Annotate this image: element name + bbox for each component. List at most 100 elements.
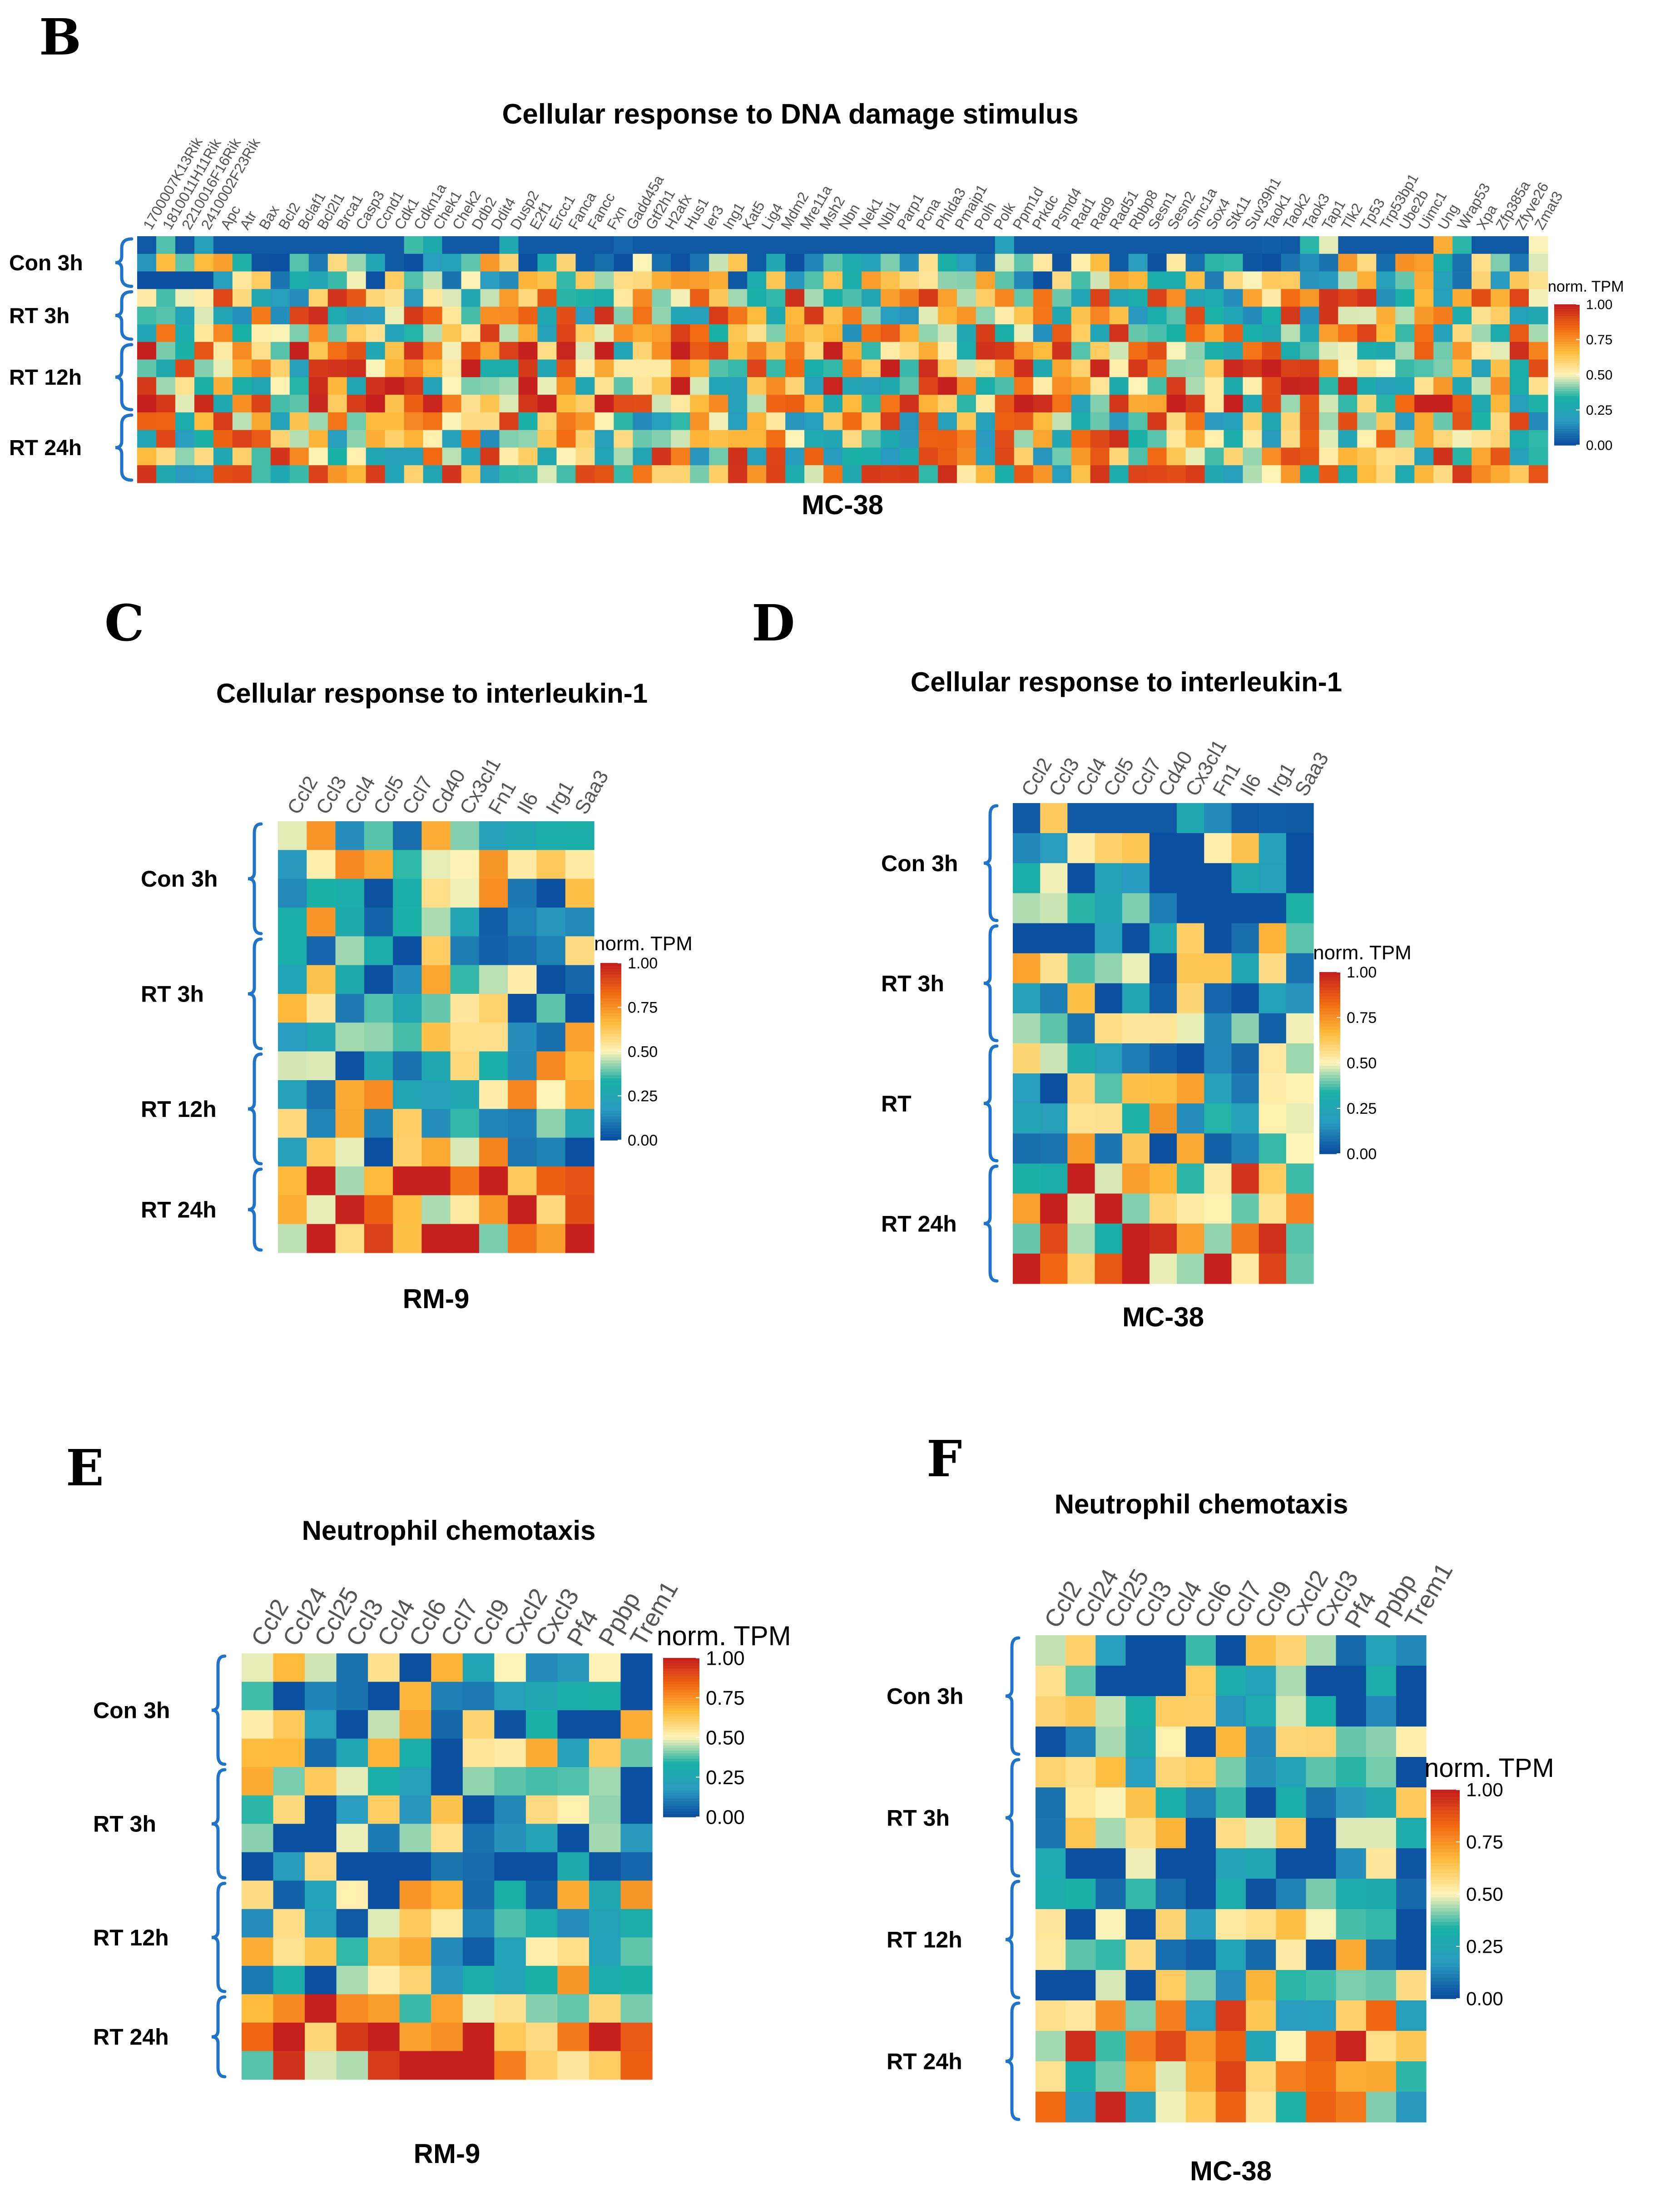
heatmap-cell	[633, 236, 652, 254]
heatmap-cell	[861, 236, 881, 254]
legend-swatch	[663, 1668, 699, 1672]
heatmap-cell	[633, 447, 652, 466]
heatmap-cell	[194, 253, 214, 272]
heatmap-cell	[421, 1022, 451, 1052]
legend-swatch	[1554, 431, 1580, 434]
heatmap-cell	[1231, 1133, 1259, 1164]
legend-swatch	[1431, 1960, 1460, 1965]
legend-swatch	[1319, 1051, 1340, 1054]
heatmap-cell	[1276, 1727, 1306, 1757]
gene-label: Ccl5	[1099, 754, 1138, 800]
heatmap-cell	[1065, 1970, 1096, 2001]
heatmap-cell	[1155, 2061, 1186, 2092]
heatmap-cell	[442, 236, 462, 254]
heatmap-cell	[880, 395, 900, 413]
heatmap-cell	[1395, 395, 1415, 413]
heatmap-cell	[336, 1880, 368, 1910]
heatmap-cell	[305, 2051, 337, 2080]
heatmap-cell	[747, 412, 767, 431]
legend-swatch	[1554, 318, 1580, 321]
heatmap-cell	[1433, 377, 1453, 395]
legend-swatch	[1431, 1953, 1460, 1957]
heatmap-cell	[307, 1195, 336, 1225]
heatmap-cell	[1510, 289, 1529, 307]
heatmap-cell	[137, 377, 157, 395]
heatmap-cell	[368, 1653, 400, 1682]
heatmap-cell	[1204, 1193, 1232, 1224]
heatmap-cell	[450, 994, 480, 1023]
legend-swatch	[600, 1025, 621, 1028]
heatmap-cell	[1095, 1879, 1126, 1910]
heatmap-cell	[1065, 1848, 1096, 1879]
heatmap-cell	[462, 1682, 495, 1711]
heatmap-cell	[1433, 307, 1453, 325]
heatmap-cell	[1452, 395, 1472, 413]
heatmap-cell	[1491, 342, 1510, 360]
group-bracket	[248, 822, 263, 935]
heatmap-cell	[327, 395, 347, 413]
heatmap-cell	[399, 1880, 431, 1910]
heatmap-cell	[461, 324, 481, 342]
heatmap-cell	[1036, 1818, 1066, 1849]
heatmap-cell	[421, 1166, 451, 1196]
heatmap-cell	[1336, 1727, 1367, 1757]
legend-swatch	[600, 992, 621, 996]
heatmap-cell	[1204, 395, 1224, 413]
heatmap-cell	[1036, 2031, 1066, 2062]
legend-swatch	[1431, 1988, 1460, 1992]
panel-caption: RM-9	[414, 2138, 481, 2169]
heatmap-cell	[1052, 307, 1072, 325]
legend-swatch	[1554, 313, 1580, 317]
heatmap-cell	[1128, 395, 1148, 413]
heatmap-cell	[347, 412, 367, 431]
heatmap-cell	[399, 1994, 431, 2023]
heatmap-cell	[1071, 430, 1091, 448]
heatmap-cell	[431, 1965, 463, 1995]
legend-tick-label: 1.00	[706, 1647, 745, 1669]
heatmap-cell	[1204, 253, 1224, 272]
heatmap-cell	[1472, 324, 1491, 342]
legend-swatch	[600, 1028, 621, 1032]
heatmap-cell	[537, 359, 557, 377]
heatmap-cell	[364, 878, 393, 908]
heatmap-cell	[393, 936, 422, 966]
heatmap-cell	[479, 850, 508, 879]
heatmap-cell	[918, 307, 938, 325]
heatmap-cell	[1336, 1757, 1367, 1788]
legend-swatch	[600, 1019, 621, 1022]
legend-tick-label: 0.75	[1586, 332, 1612, 347]
heatmap-cell	[1125, 2000, 1156, 2031]
heatmap-cell	[1095, 1253, 1123, 1284]
heatmap-cell	[442, 359, 462, 377]
heatmap-cell	[1357, 377, 1377, 395]
heatmap-cell	[1090, 253, 1110, 272]
heatmap-cell	[442, 430, 462, 448]
heatmap-cell	[1510, 359, 1529, 377]
heatmap-cell	[1231, 1013, 1259, 1044]
heatmap-cell	[1155, 1635, 1186, 1666]
legend-tick-label: 0.00	[628, 1132, 658, 1149]
heatmap-cell	[1510, 447, 1529, 466]
heatmap-cell	[1014, 324, 1034, 342]
heatmap-cell	[1147, 236, 1167, 254]
heatmap-cell	[537, 236, 557, 254]
legend-swatch	[663, 1732, 699, 1735]
heatmap-cell	[1529, 324, 1548, 342]
heatmap-cell	[1366, 1940, 1397, 1970]
heatmap-cell	[213, 289, 233, 307]
legend-swatch	[1554, 422, 1580, 425]
heatmap-cell	[404, 359, 424, 377]
heatmap-cell	[1122, 923, 1150, 954]
heatmap-cell	[747, 253, 767, 272]
group-label: RT 3h	[9, 304, 69, 328]
heatmap-cell	[1215, 2000, 1246, 2031]
legend-swatch	[1431, 1863, 1460, 1867]
heatmap-cell	[1336, 2031, 1367, 2062]
heatmap-cell	[1281, 395, 1300, 413]
heatmap-cell	[270, 359, 290, 377]
heatmap-cell	[421, 994, 451, 1023]
legend-swatch	[1554, 400, 1580, 403]
heatmap-cell	[1395, 377, 1415, 395]
heatmap-cell	[595, 324, 614, 342]
legend-swatch	[600, 1052, 621, 1055]
